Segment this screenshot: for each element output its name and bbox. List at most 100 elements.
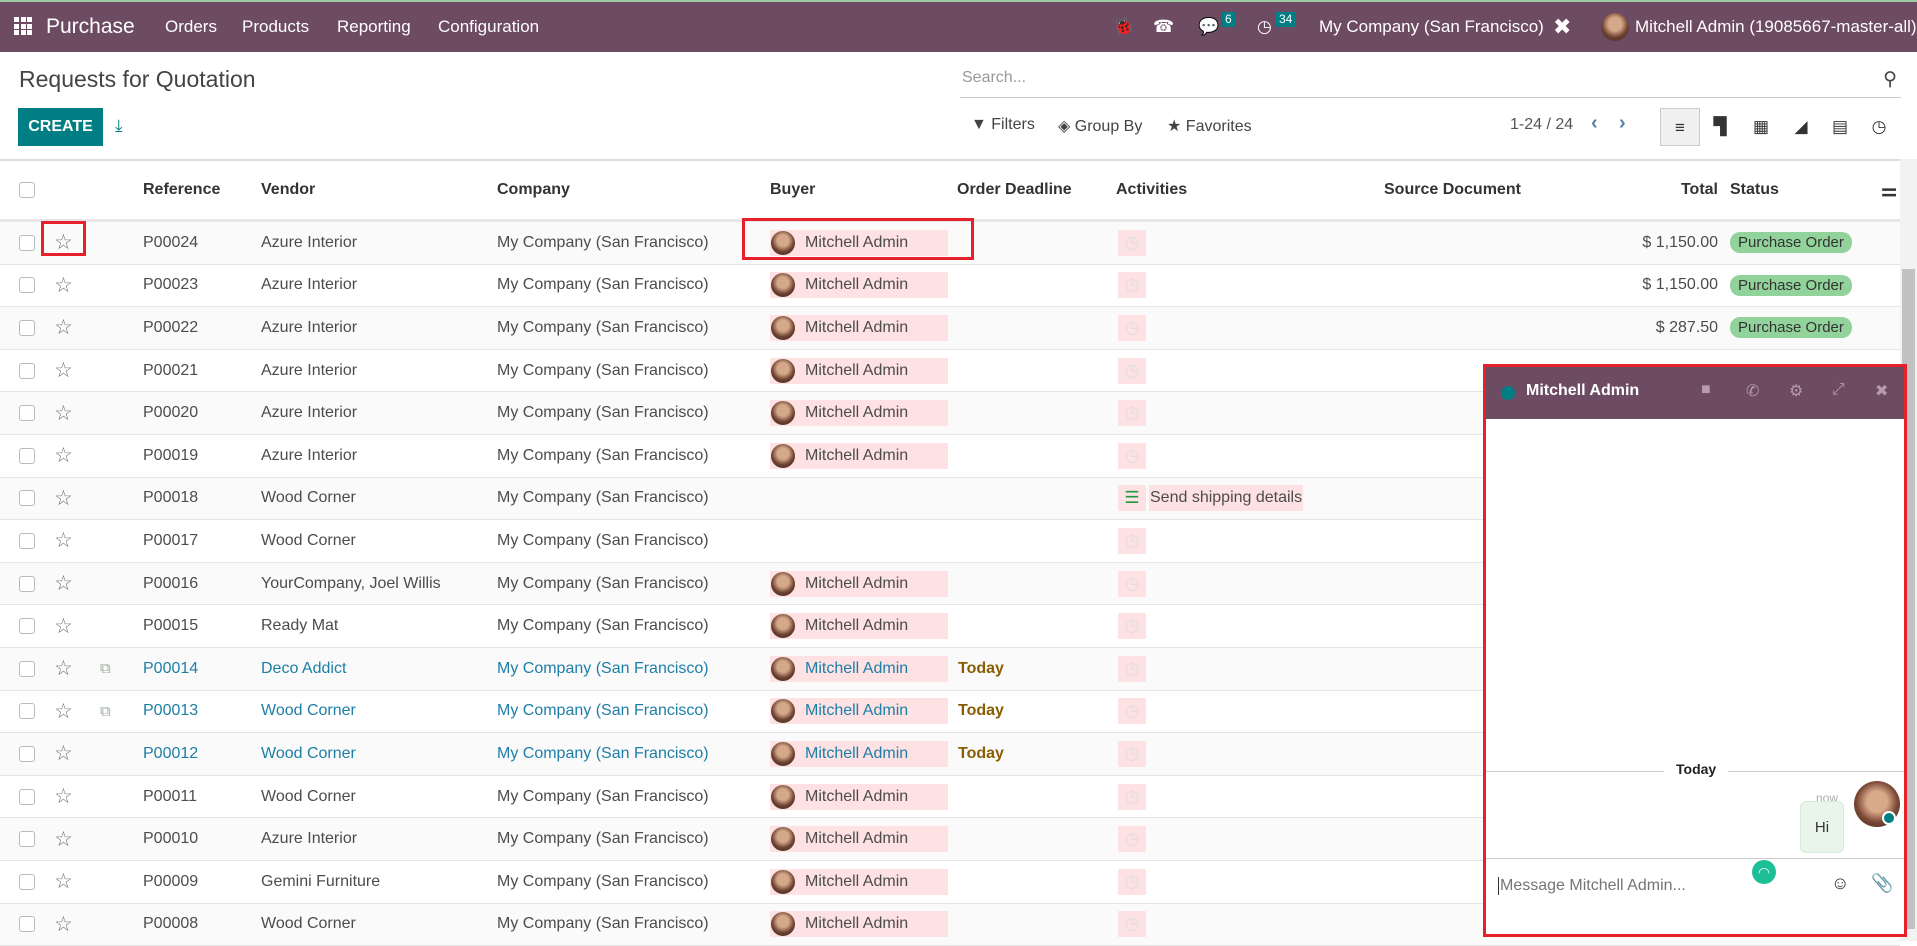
group-by-button[interactable]: ◈ Group By [1058, 116, 1142, 136]
priority-star-icon[interactable]: ☆ [54, 563, 73, 605]
activity-clock-icon[interactable]: ◷ [1118, 656, 1146, 682]
row-checkbox[interactable] [19, 916, 35, 932]
favorites-button[interactable]: ★ Favorites [1167, 116, 1252, 136]
download-icon[interactable]: ⤓ [115, 116, 123, 136]
pager-value[interactable]: 1-24 / 24 [1510, 116, 1573, 134]
activity-clock-icon[interactable]: ◷ [1118, 911, 1146, 937]
select-all-checkbox[interactable] [19, 182, 35, 198]
attachment-paperclip-icon[interactable]: 📎 [1871, 873, 1893, 894]
row-checkbox[interactable] [19, 320, 35, 336]
row-checkbox[interactable] [19, 235, 35, 251]
priority-star-icon[interactable]: ☆ [54, 733, 73, 775]
debug-bug-icon[interactable]: 🐞 [1113, 2, 1134, 52]
row-checkbox[interactable] [19, 831, 35, 847]
activity-clock-icon[interactable]: ◷ [1118, 230, 1146, 256]
row-checkbox[interactable] [19, 490, 35, 506]
col-total[interactable]: Total [1681, 161, 1718, 219]
row-checkbox[interactable] [19, 533, 35, 549]
activity-summary[interactable]: Send shipping details [1149, 485, 1303, 511]
pager-next-icon[interactable]: › [1619, 112, 1626, 135]
user-avatar[interactable] [1601, 13, 1629, 41]
priority-star-icon[interactable]: ☆ [54, 435, 73, 477]
activity-clock-icon[interactable]: ◷ [1118, 443, 1146, 469]
list-view-button[interactable]: ≡ [1660, 108, 1700, 146]
tools-icon[interactable]: ✖ [1553, 2, 1571, 52]
row-checkbox[interactable] [19, 703, 35, 719]
activity-clock-icon[interactable]: ◷ [1118, 528, 1146, 554]
row-checkbox[interactable] [19, 576, 35, 592]
activity-clock-icon[interactable]: ◷ [1118, 272, 1146, 298]
activity-clock-icon[interactable]: ◷ [1118, 358, 1146, 384]
row-checkbox[interactable] [19, 448, 35, 464]
priority-star-icon[interactable]: ☆ [54, 861, 73, 903]
message-input[interactable] [1498, 877, 1758, 895]
activity-clock-icon[interactable]: ◷ [1118, 613, 1146, 639]
activity-clock-icon[interactable]: ◷ [1118, 315, 1146, 341]
row-checkbox[interactable] [19, 874, 35, 890]
priority-star-icon[interactable]: ☆ [54, 307, 73, 349]
col-source-document[interactable]: Source Document [1384, 161, 1521, 219]
row-checkbox[interactable] [19, 405, 35, 421]
pivot-view-button[interactable]: ▦ [1741, 108, 1781, 146]
emoji-icon[interactable]: ☺ [1831, 873, 1849, 894]
col-buyer[interactable]: Buyer [770, 161, 815, 219]
activities-clock-icon[interactable]: ◷ [1257, 2, 1272, 52]
calendar-view-button[interactable]: ▤ [1820, 108, 1860, 146]
user-menu[interactable]: Mitchell Admin (19085667-master-all) [1635, 2, 1917, 52]
phone-call-icon[interactable]: ✆ [1746, 381, 1759, 401]
activity-clock-icon[interactable]: ◷ [1118, 826, 1146, 852]
priority-star-icon[interactable]: ☆ [54, 648, 73, 690]
company-switcher[interactable]: My Company (San Francisco) [1319, 2, 1544, 52]
phone-icon[interactable]: ☎ [1153, 2, 1174, 52]
menu-orders[interactable]: Orders [165, 2, 217, 52]
apps-menu-icon[interactable] [14, 17, 32, 35]
table-row[interactable]: ☆P00023 Azure Interior My Company (San F… [0, 265, 1900, 308]
priority-star-icon[interactable]: ☆ [54, 776, 73, 818]
priority-star-icon[interactable]: ☆ [54, 691, 73, 733]
activity-todo-icon[interactable]: ☰ [1118, 485, 1146, 511]
priority-star-icon[interactable]: ☆ [54, 605, 73, 647]
activity-view-button[interactable]: ◷ [1859, 108, 1899, 146]
row-checkbox[interactable] [19, 661, 35, 677]
col-vendor[interactable]: Vendor [261, 161, 315, 219]
priority-star-icon[interactable]: ☆ [54, 265, 73, 307]
menu-products[interactable]: Products [242, 2, 309, 52]
priority-star-icon[interactable]: ☆ [54, 392, 73, 434]
graph-view-button[interactable]: ◢ [1781, 108, 1821, 146]
priority-star-icon[interactable]: ☆ [54, 818, 73, 860]
close-icon[interactable]: ✖ [1875, 381, 1888, 401]
expand-icon[interactable]: ⤢ [1832, 381, 1845, 399]
menu-reporting[interactable]: Reporting [337, 2, 411, 52]
row-checkbox[interactable] [19, 363, 35, 379]
row-checkbox[interactable] [19, 746, 35, 762]
row-checkbox[interactable] [19, 277, 35, 293]
activity-clock-icon[interactable]: ◷ [1118, 698, 1146, 724]
priority-star-icon[interactable]: ☆ [54, 478, 73, 520]
col-company[interactable]: Company [497, 161, 570, 219]
activity-clock-icon[interactable]: ◷ [1118, 784, 1146, 810]
pager-prev-icon[interactable]: ‹ [1591, 112, 1598, 135]
activity-clock-icon[interactable]: ◷ [1118, 869, 1146, 895]
row-checkbox[interactable] [19, 789, 35, 805]
menu-configuration[interactable]: Configuration [438, 2, 539, 52]
kanban-view-button[interactable]: ▜ [1700, 108, 1740, 146]
video-call-icon[interactable]: ■ [1701, 381, 1711, 399]
priority-star-icon[interactable]: ☆ [54, 520, 73, 562]
priority-star-icon[interactable]: ☆ [54, 904, 73, 946]
app-name[interactable]: Purchase [46, 2, 135, 52]
create-button[interactable]: CREATE [18, 108, 103, 146]
priority-star-icon[interactable]: ☆ [54, 350, 73, 392]
activity-clock-icon[interactable]: ◷ [1118, 400, 1146, 426]
col-reference[interactable]: Reference [143, 161, 220, 219]
col-order-deadline[interactable]: Order Deadline [957, 161, 1072, 219]
search-input[interactable]: Search... ⚲ [960, 66, 1901, 98]
optional-columns-icon[interactable]: ⚌ [1881, 161, 1897, 219]
chat-header[interactable]: Mitchell Admin ■ ✆ ⚙ ⤢ ✖ [1486, 367, 1904, 419]
col-activities[interactable]: Activities [1116, 161, 1187, 219]
search-icon[interactable]: ⚲ [1883, 68, 1897, 91]
row-checkbox[interactable] [19, 618, 35, 634]
activity-clock-icon[interactable]: ◷ [1118, 571, 1146, 597]
col-status[interactable]: Status [1730, 161, 1779, 219]
table-row[interactable]: ☆P00022 Azure Interior My Company (San F… [0, 307, 1900, 350]
settings-gear-icon[interactable]: ⚙ [1789, 381, 1803, 401]
